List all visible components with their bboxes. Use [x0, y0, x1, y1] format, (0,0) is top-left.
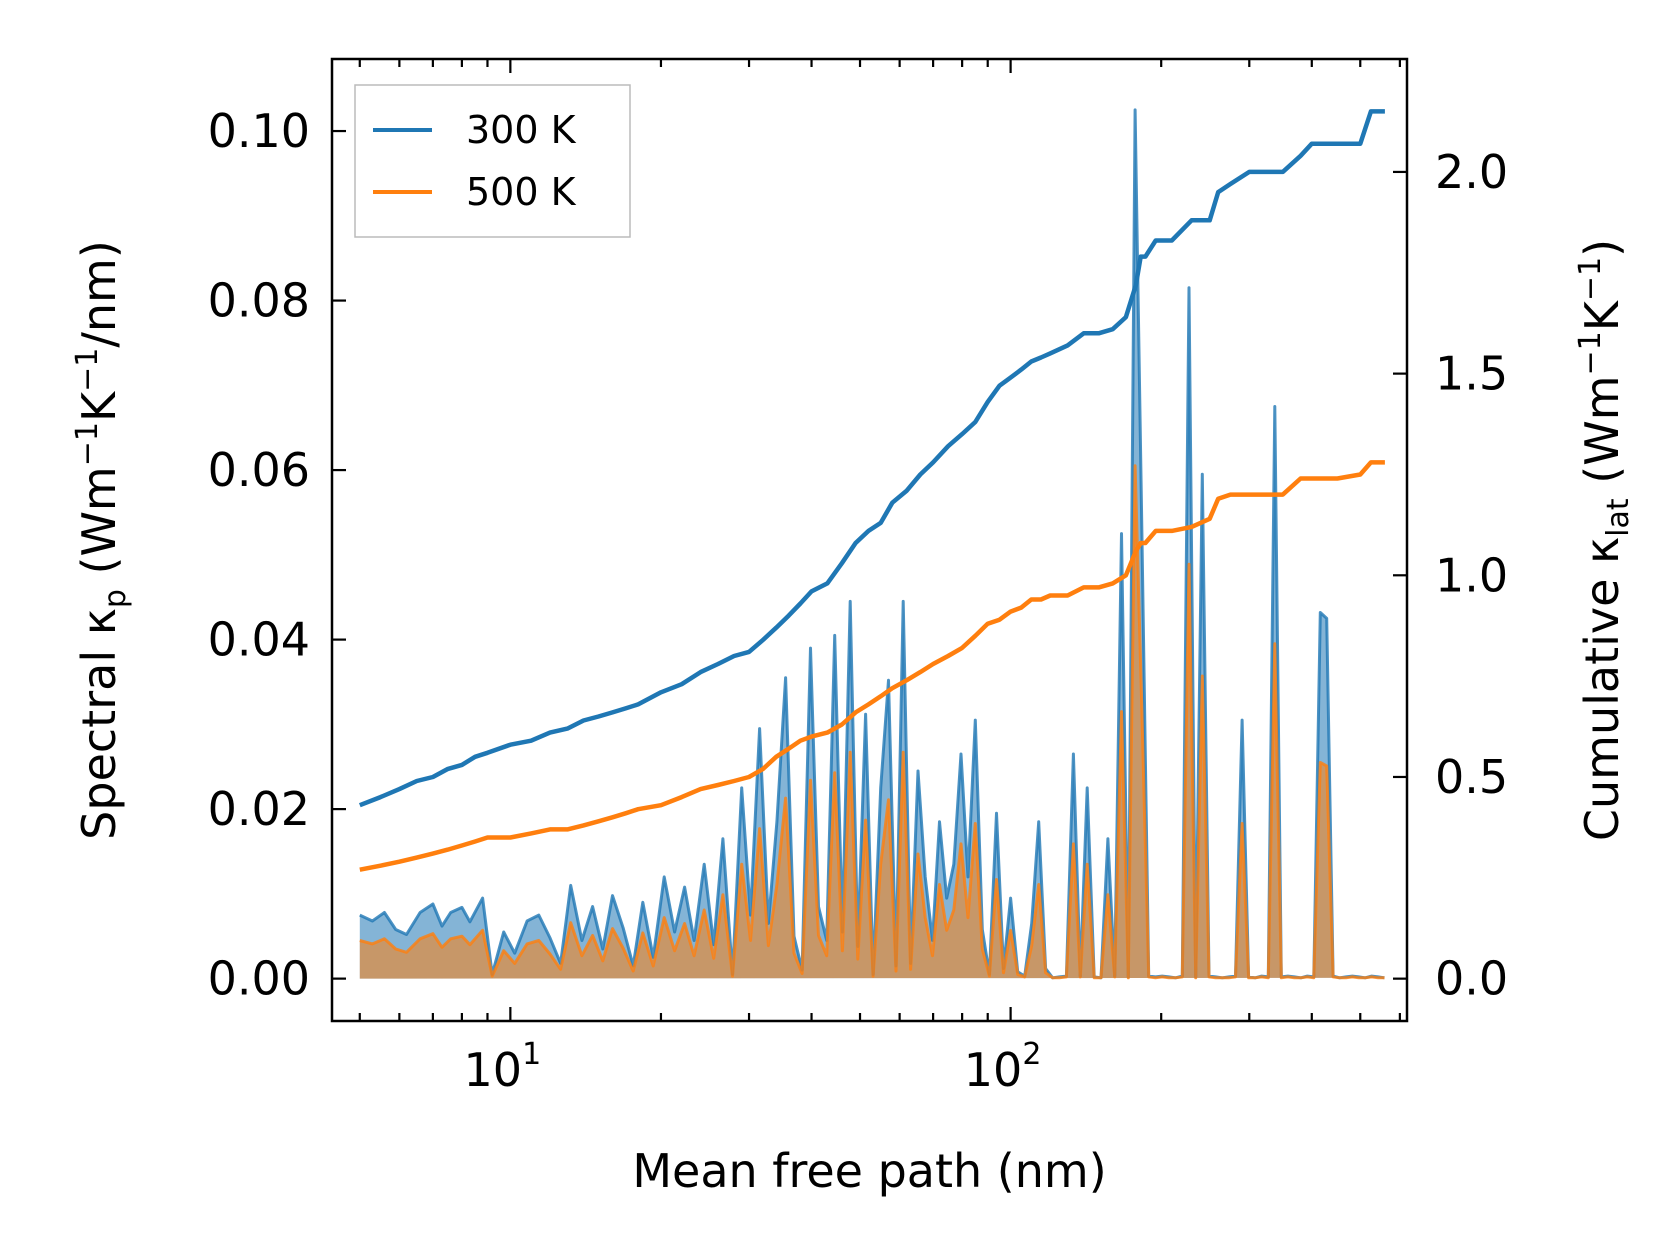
y-left-tick-label: 0.10: [208, 104, 310, 158]
y-right-title-sup2: −1: [1573, 257, 1608, 301]
y-left-tick-label: 0.00: [208, 952, 310, 1006]
tick-layer: [332, 59, 1407, 1021]
y-right-tick-label: 0.0: [1435, 952, 1508, 1006]
y-right-tick-label: 1.0: [1435, 548, 1508, 602]
y-left-tick-label: 0.06: [208, 443, 310, 497]
y-right-title-units-open: (Wm: [1575, 375, 1629, 498]
spectral-line-500k: [359, 464, 1385, 980]
x-tick-label: 102: [964, 1037, 1042, 1097]
spectral-fill-layer: [359, 109, 1385, 979]
y-left-tick-label: 0.08: [208, 274, 310, 328]
y-left-title-mid: K: [72, 390, 126, 422]
y-right-title-mid: K: [1575, 299, 1629, 331]
x-tick-exponent: 1: [522, 1037, 541, 1072]
y-axis-left-title: Spectral κp (Wm−1K−1/nm): [70, 240, 133, 840]
x-axis-title: Mean free path (nm): [632, 1144, 1106, 1198]
spectral-line-layer: [359, 108, 1385, 980]
y-right-title-main: Cumulative κ: [1575, 537, 1629, 841]
y-right-tick-label: 0.5: [1435, 750, 1508, 804]
legend: 300 K 500 K: [354, 84, 631, 238]
y-axis-right-title: Cumulative κlat (Wm−1K−1): [1573, 239, 1636, 841]
y-left-title-main: Spectral κ: [72, 608, 126, 840]
y-right-title-subscript: lat: [1601, 498, 1636, 537]
spectral-line-300k: [359, 108, 1385, 980]
legend-label-500k: 500 K: [466, 170, 577, 214]
cumulative-line-layer: [358, 109, 1385, 872]
y-right-tick-label: 2.0: [1435, 145, 1508, 199]
y-right-title-sup1: −1: [1573, 331, 1608, 375]
x-tick-exponent: 2: [1022, 1037, 1041, 1072]
x-tick-base: 10: [464, 1043, 523, 1097]
cumulative-line-500k: [359, 460, 1385, 872]
spectral-fill-300k: [359, 109, 1385, 979]
legend-label-300k: 300 K: [466, 108, 577, 152]
tick-label-layer: 101 1020.000.020.040.060.080.100.00.51.01…: [208, 104, 1509, 1097]
y-right-title-tail: ): [1575, 239, 1629, 257]
legend-box: [354, 84, 631, 238]
plot-frame: [330, 57, 1409, 1023]
y-left-title-subscript: p: [98, 589, 133, 608]
y-right-tick-label: 1.5: [1435, 347, 1508, 401]
y-left-tick-label: 0.02: [208, 782, 310, 836]
y-left-title-sup1: −1: [70, 422, 105, 466]
x-tick-base: 10: [964, 1043, 1023, 1097]
x-tick-label: 101: [464, 1037, 542, 1097]
y-left-title-tail: /nm): [72, 240, 126, 347]
y-left-title-units-open: (Wm: [72, 466, 126, 589]
cumulative-line-300k: [358, 109, 1385, 808]
y-left-title-sup2: −1: [70, 348, 105, 392]
y-left-tick-label: 0.04: [208, 613, 310, 667]
